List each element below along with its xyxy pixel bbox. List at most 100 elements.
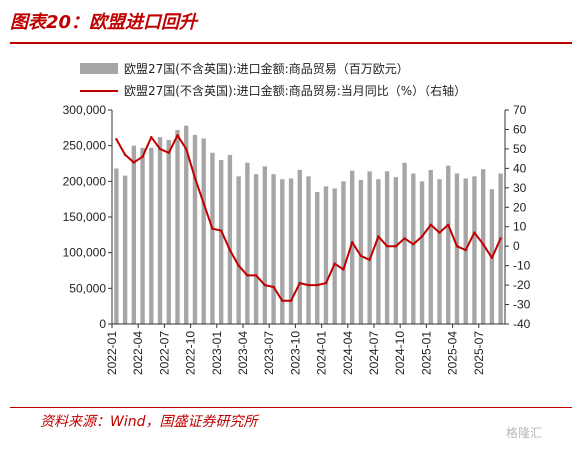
left-tick-label: 200,000 [63,174,107,188]
title-divider [10,42,572,44]
bar [315,192,320,324]
line-point [351,241,354,244]
x-tick-label: 2022-01 [105,331,119,375]
bar [262,166,268,324]
line-point [185,147,188,151]
left-tick-label: 100,000 [63,246,107,260]
x-tick-label: 2025-01 [419,331,433,375]
tick-labels: 0 50,000 100,000 150,000 200,000 250,000 300,0… [63,103,531,375]
right-tick-label: 30 [513,181,527,195]
right-tick-label: -20 [513,278,531,292]
line-point [385,245,389,248]
x-tick-label: 2024-07 [367,331,381,375]
x-tick-label: 2024-10 [393,331,407,375]
legend: 欧盟27国(不含英国):进口金额:商品贸易（百万欧元） 欧盟27国(不含英国):… [80,61,466,98]
line-point [464,248,467,252]
line-point [482,243,485,246]
bar [402,162,407,324]
line-point [228,248,232,252]
line-point [359,254,363,258]
source-note: 资料来源：Wind，国盛证券研究所 [40,414,258,430]
line-point [254,274,258,277]
line-point [176,134,179,137]
bar [175,129,180,324]
line-point [403,237,406,240]
right-tick-label: -10 [513,259,531,273]
bar [498,173,503,324]
bar [218,159,224,324]
line-point [298,281,301,285]
line-point [150,136,153,139]
left-tick-label: 250,000 [63,139,107,153]
right-tick-label: 0 [513,239,520,253]
line-point [473,231,476,234]
line-point [289,299,293,302]
source-divider [10,407,572,408]
bar [341,181,346,324]
x-tick-label: 2024-04 [341,331,355,375]
line-point [420,235,424,238]
bar [384,171,390,324]
bar [472,176,477,324]
bar [358,179,364,324]
line-point [263,283,266,287]
bar [140,147,145,324]
line-point [429,223,432,226]
line-point [499,237,502,240]
bar [192,134,198,324]
line-point [237,264,240,267]
x-tick-label: 2023-04 [236,331,250,375]
line-point [272,285,275,289]
right-tick-label: -30 [513,298,531,312]
right-tick-label: 50 [513,142,527,156]
bar [454,173,460,324]
bar [323,186,329,324]
line-series [115,134,502,302]
bar [114,168,119,324]
bar-series [114,125,503,324]
watermark: 格隆汇 [506,426,543,440]
bar [227,154,233,324]
line-point [115,138,118,141]
right-tick-label: -40 [513,317,531,331]
bar [393,177,399,324]
line-point [342,268,345,271]
x-tick-label: 2023-07 [262,331,276,375]
line-point [141,155,144,158]
bar [166,139,171,324]
line-point [394,245,397,248]
bar [306,176,311,324]
bar [367,171,372,324]
x-tick-label: 2024-01 [315,331,329,375]
bar [288,178,294,324]
bar [419,181,425,324]
line-point [490,256,494,260]
line-point [246,274,249,277]
line-point [324,281,328,285]
bar [149,147,154,324]
left-tick-label: 0 [99,317,106,331]
line-point [132,161,135,164]
line-point [316,283,319,287]
line-point [368,258,371,261]
bar [297,169,302,324]
bar [210,152,215,324]
line-point [167,151,170,154]
line-point [158,147,162,151]
bar [280,179,285,324]
legend-line-label: 欧盟27国(不含英国):进口金额:商品贸易:当月同比（%）（右轴） [124,83,466,98]
bar [245,162,250,324]
line-point [307,283,310,287]
axes [108,109,509,328]
line-point [193,176,197,180]
bar [236,176,241,324]
bar [157,137,163,324]
legend-bar-label: 欧盟27国(不含英国):进口金额:商品贸易（百万欧元） [124,61,409,76]
chart-title: 图表20：欧盟进口回升 [10,12,198,33]
right-tick-label: 20 [513,200,527,214]
x-tick-label: 2022-10 [184,331,198,375]
line-point [333,262,336,265]
line-point [377,235,380,238]
x-tick-label: 2022-07 [157,331,171,375]
left-tick-label: 50,000 [69,281,106,295]
